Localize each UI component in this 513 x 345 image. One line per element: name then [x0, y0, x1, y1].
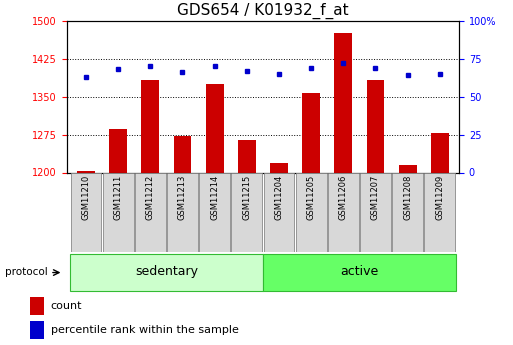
- Text: GSM11215: GSM11215: [242, 175, 251, 220]
- Text: active: active: [340, 265, 379, 278]
- Text: GSM11210: GSM11210: [82, 175, 90, 220]
- Text: GSM11206: GSM11206: [339, 175, 348, 220]
- FancyBboxPatch shape: [295, 172, 327, 252]
- Bar: [238, 140, 255, 172]
- FancyBboxPatch shape: [199, 172, 230, 252]
- FancyBboxPatch shape: [103, 172, 133, 252]
- FancyBboxPatch shape: [71, 172, 102, 252]
- Bar: [173, 136, 191, 172]
- Bar: [302, 92, 320, 172]
- Text: GSM11207: GSM11207: [371, 175, 380, 220]
- Bar: [431, 133, 449, 172]
- Bar: [109, 129, 127, 172]
- Text: GSM11204: GSM11204: [274, 175, 284, 220]
- Text: GSM11213: GSM11213: [178, 175, 187, 220]
- Bar: [270, 164, 288, 172]
- Bar: [367, 80, 384, 172]
- Bar: [77, 171, 95, 172]
- Text: GSM11208: GSM11208: [403, 175, 412, 220]
- FancyBboxPatch shape: [135, 172, 166, 252]
- Text: GSM11211: GSM11211: [114, 175, 123, 220]
- FancyBboxPatch shape: [70, 254, 263, 291]
- Title: GDS654 / K01932_f_at: GDS654 / K01932_f_at: [177, 3, 349, 19]
- FancyBboxPatch shape: [263, 254, 456, 291]
- FancyBboxPatch shape: [167, 172, 198, 252]
- Text: GSM11212: GSM11212: [146, 175, 155, 220]
- Text: GSM11214: GSM11214: [210, 175, 219, 220]
- Text: count: count: [50, 301, 82, 311]
- FancyBboxPatch shape: [231, 172, 262, 252]
- Bar: [30, 321, 44, 339]
- Text: protocol: protocol: [5, 267, 48, 277]
- Bar: [206, 84, 224, 172]
- FancyBboxPatch shape: [392, 172, 423, 252]
- FancyBboxPatch shape: [264, 172, 294, 252]
- Text: GSM11209: GSM11209: [436, 175, 444, 220]
- Bar: [142, 80, 159, 172]
- Bar: [399, 165, 417, 172]
- Text: percentile rank within the sample: percentile rank within the sample: [50, 325, 239, 335]
- Bar: [30, 297, 44, 315]
- FancyBboxPatch shape: [360, 172, 391, 252]
- Text: sedentary: sedentary: [135, 265, 198, 278]
- Bar: [334, 33, 352, 172]
- FancyBboxPatch shape: [424, 172, 455, 252]
- FancyBboxPatch shape: [328, 172, 359, 252]
- Text: GSM11205: GSM11205: [307, 175, 315, 220]
